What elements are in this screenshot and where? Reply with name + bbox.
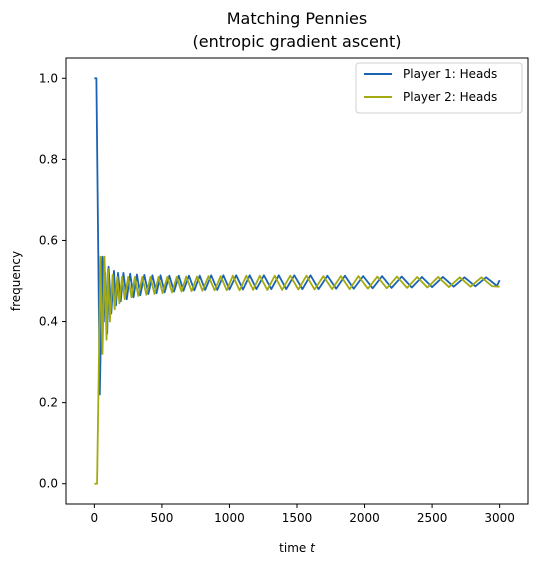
y-tick-label: 0.2 [39,396,58,410]
x-tick-label: 1000 [214,511,245,525]
x-tick-label: 2000 [349,511,380,525]
y-axis-label: frequency [9,251,23,311]
series-layer [94,77,501,485]
x-tick-label: 0 [91,511,99,525]
plot-frame [65,57,529,505]
x-tick-label: 2500 [417,511,448,525]
y-tick-label: 0.6 [39,233,58,247]
y-tick-label: 0.8 [39,152,58,166]
axis-ticks: 0 500 1000 1500 2000 2500 3000 0.0 0.2 0.4 0.6 0.8 1… [39,71,515,525]
y-tick-label: 1.0 [39,71,58,85]
legend-label-player1: Player 1: Heads [403,67,497,81]
x-axis-label-text: time [279,541,306,555]
x-tick-label: 500 [150,511,173,525]
chart-title-line1: Matching Pennies [227,9,367,28]
series-line-player1 [94,77,501,396]
x-axis-label-variable: t [310,541,316,555]
legend-box [355,62,523,114]
x-tick-label: 3000 [484,511,515,525]
x-tick-label: 1500 [282,511,313,525]
y-tick-label: 0.0 [39,477,58,491]
legend: Player 1: Heads Player 2: Heads [355,62,523,114]
legend-label-player2: Player 2: Heads [403,90,497,104]
x-axis-label: time t [279,541,316,555]
chart-title-line2: (entropic gradient ascent) [193,32,402,51]
y-tick-label: 0.4 [39,315,58,329]
series-line-player2 [94,255,500,485]
